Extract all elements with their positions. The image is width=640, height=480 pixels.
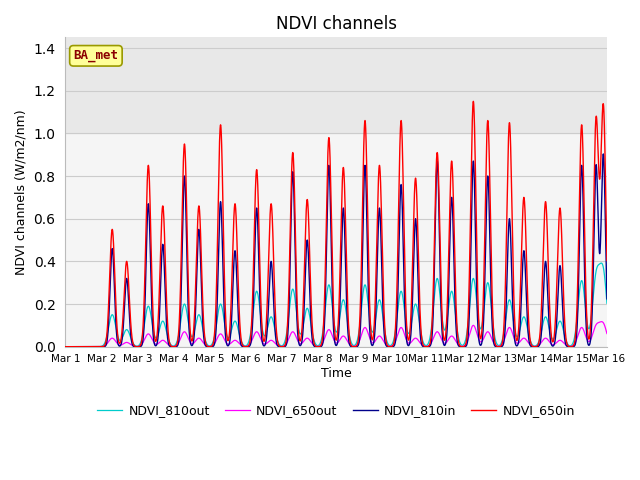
NDVI_810in bbox=[603, 296, 611, 302]
NDVI_650out bbox=[172, 343, 179, 349]
NDVI_650out bbox=[601, 324, 609, 330]
Line: NDVI_810in: NDVI_810in bbox=[65, 154, 607, 347]
NDVI_650out bbox=[177, 334, 185, 340]
NDVI_810in bbox=[264, 313, 272, 319]
NDVI_650in bbox=[411, 184, 419, 190]
NDVI_810out bbox=[603, 300, 611, 306]
NDVI_650out bbox=[488, 336, 495, 341]
Text: BA_met: BA_met bbox=[74, 49, 118, 62]
NDVI_650out bbox=[264, 339, 272, 345]
Legend: NDVI_810out, NDVI_650out, NDVI_810in, NDVI_650in: NDVI_810out, NDVI_650out, NDVI_810in, ND… bbox=[92, 399, 580, 422]
NDVI_810out bbox=[601, 278, 609, 284]
NDVI_810out bbox=[177, 316, 185, 322]
NDVI_810in bbox=[488, 310, 495, 315]
NDVI_810in bbox=[61, 344, 69, 349]
Title: NDVI channels: NDVI channels bbox=[276, 15, 397, 33]
NDVI_810in bbox=[172, 344, 179, 349]
NDVI_810in bbox=[600, 151, 607, 157]
NDVI_650in bbox=[264, 276, 272, 281]
NDVI_650in bbox=[488, 277, 495, 283]
NDVI_650in bbox=[172, 344, 179, 349]
Line: NDVI_650out: NDVI_650out bbox=[65, 322, 607, 347]
NDVI_810out bbox=[411, 302, 419, 308]
NDVI_810out bbox=[264, 323, 272, 328]
NDVI_650out bbox=[61, 344, 69, 349]
NDVI_650out bbox=[603, 331, 611, 336]
NDVI_650out bbox=[411, 336, 419, 341]
NDVI_650in bbox=[177, 258, 185, 264]
NDVI_810in bbox=[177, 290, 185, 296]
Y-axis label: NDVI channels (W/m2/nm): NDVI channels (W/m2/nm) bbox=[15, 109, 28, 275]
NDVI_650out bbox=[598, 319, 605, 324]
NDVI_650in bbox=[603, 258, 611, 264]
X-axis label: Time: Time bbox=[321, 367, 351, 380]
NDVI_650in bbox=[601, 155, 609, 160]
Line: NDVI_650in: NDVI_650in bbox=[65, 101, 607, 347]
NDVI_650in bbox=[470, 98, 477, 104]
NDVI_650in bbox=[61, 344, 69, 349]
NDVI_810out bbox=[598, 260, 605, 266]
NDVI_810out bbox=[488, 308, 495, 314]
Bar bbox=[65, 37, 607, 133]
NDVI_810out bbox=[172, 342, 179, 348]
NDVI_810in bbox=[411, 225, 419, 230]
NDVI_810in bbox=[601, 204, 609, 210]
NDVI_810out bbox=[61, 344, 69, 349]
Line: NDVI_810out: NDVI_810out bbox=[65, 263, 607, 347]
